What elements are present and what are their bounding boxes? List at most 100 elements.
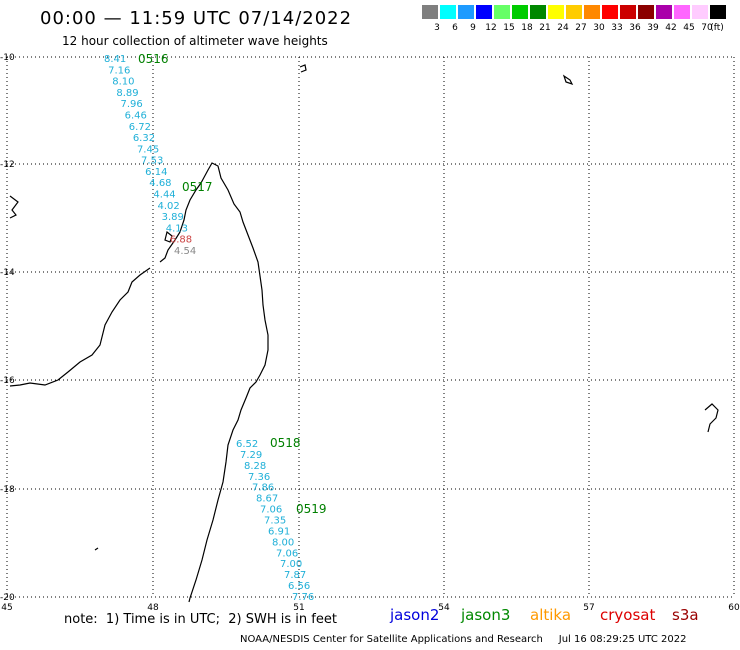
wave-height-value: 4.13 bbox=[166, 223, 188, 234]
legend-label: 36 bbox=[629, 23, 641, 33]
mission-label: jason2 bbox=[390, 606, 440, 624]
wave-height-value: 6.56 bbox=[288, 581, 310, 592]
legend-swatch bbox=[440, 5, 456, 19]
lon-label: 57 bbox=[583, 603, 594, 613]
legend-label: 27 bbox=[575, 23, 587, 33]
lon-label: 51 bbox=[293, 603, 304, 613]
legend-swatch bbox=[476, 5, 492, 19]
wave-height-value: 7.36 bbox=[248, 472, 270, 483]
mission-label: cryosat bbox=[600, 606, 656, 624]
mozambique-coast bbox=[9, 195, 19, 219]
legend-label: 6 bbox=[452, 23, 458, 33]
legend-label: 3 bbox=[434, 23, 440, 33]
pass-time-label: 0516 bbox=[138, 52, 169, 66]
island-agalega bbox=[562, 74, 574, 86]
legend-label: 70 bbox=[701, 23, 713, 33]
page-title: 00:00 — 11:59 UTC 07/14/2022 bbox=[40, 8, 353, 29]
legend-label: 24 bbox=[557, 23, 569, 33]
legend-swatch bbox=[656, 5, 672, 19]
wave-height-value: 8.28 bbox=[244, 461, 266, 472]
mission-label: s3a bbox=[672, 606, 699, 624]
coastline bbox=[9, 64, 719, 603]
wave-height-value: 8.00 bbox=[272, 537, 294, 548]
legend-swatch bbox=[494, 5, 510, 19]
lat-label: -20 bbox=[0, 593, 15, 603]
island-tromelin bbox=[704, 403, 719, 433]
wave-height-value: 4.68 bbox=[149, 178, 171, 189]
wave-height-value: 6.14 bbox=[145, 167, 167, 178]
legend-swatch bbox=[620, 5, 636, 19]
wave-height-value: 6.72 bbox=[129, 122, 151, 133]
wave-height-value: 7.16 bbox=[108, 65, 130, 76]
wave-height-value: 4.54 bbox=[174, 246, 196, 257]
legend-swatch bbox=[458, 5, 474, 19]
wave-height-value: 7.35 bbox=[264, 516, 286, 527]
legend-swatch bbox=[422, 5, 438, 19]
wave-height-value: 7.53 bbox=[141, 156, 163, 167]
footer-note: note: 1) Time is in UTC; 2) SWH is in fe… bbox=[64, 612, 337, 627]
legend-swatch bbox=[710, 5, 726, 19]
island-southern bbox=[94, 547, 99, 551]
wave-height-value: 3.89 bbox=[162, 212, 184, 223]
lon-label: 54 bbox=[438, 603, 450, 613]
legend-swatch bbox=[692, 5, 708, 19]
mission-label: jason3 bbox=[461, 606, 511, 624]
legend-swatch bbox=[638, 5, 654, 19]
legend-swatch bbox=[512, 5, 528, 19]
wave-height-value: 7.86 bbox=[252, 483, 274, 494]
lat-label: -12 bbox=[0, 160, 15, 170]
legend-label: 18 bbox=[521, 23, 533, 33]
pass-time-label: 0519 bbox=[296, 502, 327, 516]
wave-height-value: 6.52 bbox=[236, 439, 258, 450]
legend-label: 39 bbox=[647, 23, 659, 33]
madagascar-coast bbox=[188, 162, 269, 603]
wave-height-value: 8.41 bbox=[104, 54, 126, 65]
footer-credit: NOAA/NESDIS Center for Satellite Applica… bbox=[240, 634, 687, 645]
madagascar-west-coast bbox=[159, 182, 202, 263]
wave-height-value: 7.45 bbox=[137, 144, 159, 155]
wave-height-value: 4.44 bbox=[153, 190, 175, 201]
legend-swatch bbox=[566, 5, 582, 19]
legend-label: 30 bbox=[593, 23, 605, 33]
mission-label: altika bbox=[530, 606, 572, 624]
island-mayotte bbox=[164, 230, 173, 243]
wave-height-value: 8.67 bbox=[256, 494, 278, 505]
lon-label: 48 bbox=[147, 603, 159, 613]
legend-unit: (ft) bbox=[710, 23, 724, 33]
lat-label: -16 bbox=[0, 376, 15, 386]
lat-label: -14 bbox=[0, 268, 15, 278]
legend-label: 12 bbox=[485, 23, 497, 33]
wave-track-a: 8.417.168.108.897.966.466.726.327.457.53… bbox=[104, 54, 196, 257]
legend-swatch bbox=[530, 5, 546, 19]
legend-swatch bbox=[548, 5, 564, 19]
wave-height-value: 6.88 bbox=[170, 235, 192, 246]
pass-time-label: 0517 bbox=[182, 180, 213, 194]
wave-height-value: 7.06 bbox=[276, 548, 298, 559]
pass-time-labels: 0516 0517 0518 0519 bbox=[138, 52, 327, 516]
legend-swatch bbox=[602, 5, 618, 19]
legend-swatch bbox=[584, 5, 600, 19]
wave-height-value: 4.02 bbox=[158, 201, 180, 212]
legend-label: 21 bbox=[539, 23, 551, 33]
wave-height-value: 7.87 bbox=[284, 570, 306, 581]
latitude-labels: -10 -12 -14 -16 -18 -20 bbox=[0, 53, 15, 603]
legend-label: 45 bbox=[683, 23, 695, 33]
wave-height-value: 7.06 bbox=[260, 505, 282, 516]
legend-label: 15 bbox=[503, 23, 515, 33]
wave-height-value: 7.96 bbox=[120, 99, 142, 110]
wave-height-value: 7.00 bbox=[280, 559, 302, 570]
wave-height-value: 7.29 bbox=[240, 450, 262, 461]
wave-height-value: 8.89 bbox=[116, 88, 138, 99]
legend-label: 9 bbox=[470, 23, 476, 33]
map-grid bbox=[6, 56, 735, 598]
legend-swatch bbox=[674, 5, 690, 19]
wave-height-value: 6.91 bbox=[268, 526, 290, 537]
legend-label: 42 bbox=[665, 23, 677, 33]
legend-label: 33 bbox=[611, 23, 623, 33]
lat-label: -10 bbox=[0, 53, 15, 63]
longitude-labels: 45 48 51 54 57 60 bbox=[1, 603, 740, 613]
page-subtitle: 12 hour collection of altimeter wave hei… bbox=[62, 34, 328, 48]
lon-label: 60 bbox=[728, 603, 740, 613]
pass-time-label: 0518 bbox=[270, 436, 301, 450]
